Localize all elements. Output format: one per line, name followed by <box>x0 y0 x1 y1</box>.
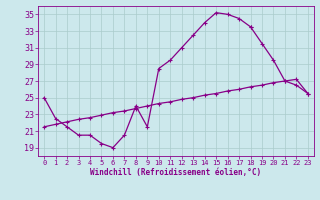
X-axis label: Windchill (Refroidissement éolien,°C): Windchill (Refroidissement éolien,°C) <box>91 168 261 177</box>
